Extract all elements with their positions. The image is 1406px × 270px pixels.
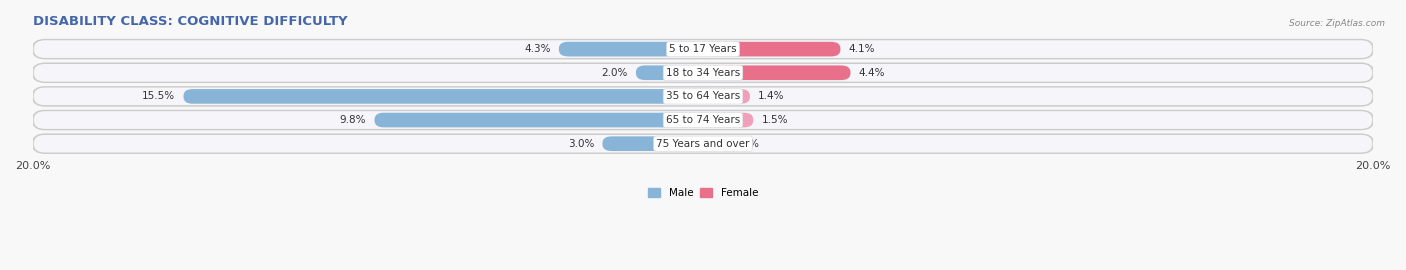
Text: 3.0%: 3.0% xyxy=(568,139,595,149)
Text: 35 to 64 Years: 35 to 64 Years xyxy=(666,92,740,102)
FancyBboxPatch shape xyxy=(32,134,1374,153)
FancyBboxPatch shape xyxy=(703,113,754,127)
FancyBboxPatch shape xyxy=(32,111,1374,130)
FancyBboxPatch shape xyxy=(703,42,841,56)
FancyBboxPatch shape xyxy=(703,89,749,104)
Text: 4.1%: 4.1% xyxy=(849,44,876,54)
Text: 4.4%: 4.4% xyxy=(859,68,886,78)
FancyBboxPatch shape xyxy=(34,135,1372,153)
Text: 0.44%: 0.44% xyxy=(725,139,759,149)
FancyBboxPatch shape xyxy=(32,87,1374,106)
Text: 4.3%: 4.3% xyxy=(524,44,551,54)
Text: 2.0%: 2.0% xyxy=(602,68,627,78)
FancyBboxPatch shape xyxy=(636,65,703,80)
FancyBboxPatch shape xyxy=(703,65,851,80)
FancyBboxPatch shape xyxy=(34,88,1372,105)
FancyBboxPatch shape xyxy=(32,63,1374,82)
Text: Source: ZipAtlas.com: Source: ZipAtlas.com xyxy=(1289,19,1385,28)
FancyBboxPatch shape xyxy=(32,40,1374,59)
FancyBboxPatch shape xyxy=(703,136,717,151)
Text: 65 to 74 Years: 65 to 74 Years xyxy=(666,115,740,125)
Text: 5 to 17 Years: 5 to 17 Years xyxy=(669,44,737,54)
Text: 1.4%: 1.4% xyxy=(758,92,785,102)
Text: 18 to 34 Years: 18 to 34 Years xyxy=(666,68,740,78)
Text: 15.5%: 15.5% xyxy=(142,92,176,102)
Legend: Male, Female: Male, Female xyxy=(644,184,762,202)
FancyBboxPatch shape xyxy=(34,111,1372,129)
FancyBboxPatch shape xyxy=(558,42,703,56)
FancyBboxPatch shape xyxy=(34,64,1372,82)
FancyBboxPatch shape xyxy=(374,113,703,127)
Text: 75 Years and over: 75 Years and over xyxy=(657,139,749,149)
Text: DISABILITY CLASS: COGNITIVE DIFFICULTY: DISABILITY CLASS: COGNITIVE DIFFICULTY xyxy=(32,15,347,28)
FancyBboxPatch shape xyxy=(184,89,703,104)
Text: 9.8%: 9.8% xyxy=(340,115,366,125)
FancyBboxPatch shape xyxy=(602,136,703,151)
Text: 1.5%: 1.5% xyxy=(762,115,789,125)
FancyBboxPatch shape xyxy=(34,40,1372,58)
